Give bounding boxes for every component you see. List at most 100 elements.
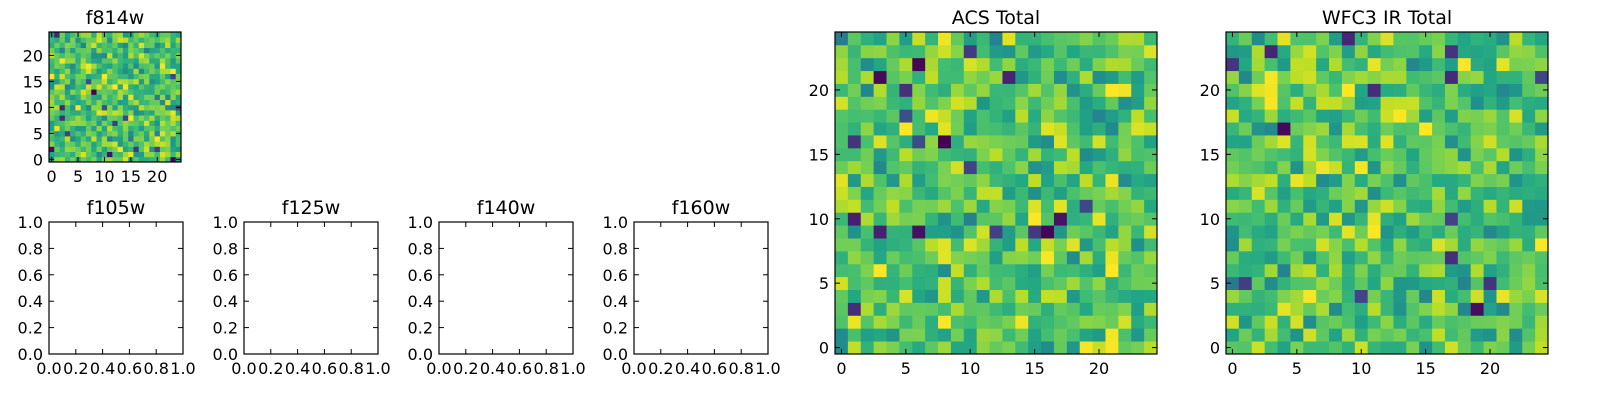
heatmap-cell bbox=[107, 37, 113, 43]
heatmap-cell bbox=[107, 136, 113, 142]
heatmap-cell bbox=[1277, 328, 1291, 342]
heatmap-cell bbox=[989, 70, 1003, 84]
heatmap-cell bbox=[899, 302, 913, 316]
heatmap-cell bbox=[1419, 250, 1433, 265]
heatmap-cell bbox=[165, 84, 171, 90]
heatmap-cell bbox=[1393, 341, 1407, 355]
heatmap-cell bbox=[1118, 160, 1132, 175]
heatmap-cell bbox=[1131, 96, 1145, 110]
heatmap-cell bbox=[1002, 263, 1016, 278]
y-tick-label: 0.6 bbox=[603, 266, 628, 285]
heatmap-cell bbox=[1457, 276, 1472, 290]
heatmap-cell bbox=[1419, 135, 1433, 149]
heatmap-cell bbox=[1226, 83, 1240, 97]
heatmap-cell bbox=[1105, 250, 1119, 265]
heatmap-cell bbox=[170, 130, 177, 137]
heatmap-cell bbox=[1290, 302, 1304, 316]
x-tick-label: 0 bbox=[47, 167, 57, 186]
heatmap-cell bbox=[154, 73, 161, 80]
heatmap-cell bbox=[925, 83, 939, 97]
heatmap-cell bbox=[1432, 135, 1446, 149]
heatmap-cell bbox=[112, 37, 119, 43]
heatmap-cell bbox=[70, 78, 76, 85]
heatmap-cell bbox=[59, 125, 66, 132]
heatmap-cell bbox=[976, 160, 990, 175]
y-tick-label: 20 bbox=[1200, 81, 1220, 100]
heatmap-cell bbox=[149, 58, 155, 64]
heatmap-cell bbox=[138, 156, 145, 163]
heatmap-cell bbox=[1264, 276, 1278, 290]
heatmap-cell bbox=[91, 151, 97, 158]
heatmap-cell bbox=[159, 52, 166, 59]
heatmap-cell bbox=[1483, 199, 1497, 213]
heatmap-cell bbox=[1380, 173, 1394, 187]
heatmap-cell bbox=[963, 341, 978, 355]
heatmap-cell bbox=[64, 42, 71, 48]
heatmap-cell bbox=[149, 125, 155, 132]
heatmap-cell bbox=[1509, 212, 1523, 226]
heatmap-cell bbox=[1535, 250, 1549, 265]
heatmap-cell bbox=[1380, 315, 1394, 329]
heatmap-cell bbox=[860, 289, 875, 303]
heatmap-cell bbox=[1303, 57, 1317, 72]
heatmap-cell bbox=[950, 250, 965, 265]
heatmap-cell bbox=[1470, 109, 1484, 123]
heatmap-cell bbox=[1066, 302, 1081, 316]
heatmap-cell bbox=[1144, 44, 1158, 59]
heatmap-cell bbox=[1144, 173, 1158, 187]
heatmap-cell bbox=[1457, 57, 1472, 72]
heatmap-cell bbox=[85, 115, 92, 121]
heatmap-cell bbox=[899, 44, 913, 59]
heatmap-cell bbox=[1079, 44, 1093, 59]
heatmap-cell bbox=[175, 84, 182, 90]
heatmap-cell bbox=[1496, 263, 1510, 278]
heatmap-cell bbox=[80, 136, 87, 142]
heatmap-cell bbox=[847, 44, 862, 59]
heatmap-cell bbox=[899, 225, 913, 239]
heatmap-cell bbox=[1341, 83, 1356, 97]
heatmap-cell bbox=[912, 302, 926, 316]
heatmap-cell bbox=[1329, 250, 1343, 265]
heatmap-cell bbox=[1028, 302, 1042, 316]
heatmap-cell bbox=[85, 110, 92, 116]
heatmap-cell bbox=[1079, 160, 1093, 175]
heatmap-cell bbox=[1079, 263, 1093, 278]
heatmap-cell bbox=[1028, 289, 1042, 303]
heatmap-cell bbox=[49, 99, 55, 106]
heatmap-cell bbox=[1483, 173, 1497, 187]
heatmap-cell bbox=[1367, 341, 1381, 355]
heatmap-cell bbox=[835, 225, 849, 239]
heatmap-cell bbox=[75, 84, 82, 90]
heatmap-cell bbox=[886, 70, 900, 84]
heatmap-cell bbox=[1131, 57, 1145, 72]
heatmap-cell bbox=[835, 328, 849, 342]
heatmap-cell bbox=[1277, 238, 1291, 252]
heatmap-cell bbox=[1303, 109, 1317, 123]
heatmap-cell bbox=[1316, 276, 1330, 290]
heatmap-cell bbox=[1483, 225, 1497, 239]
x-tick-label: 0.8 bbox=[533, 359, 558, 378]
heatmap-cell bbox=[950, 135, 965, 149]
heatmap-cell bbox=[70, 42, 76, 48]
heatmap-cell bbox=[1277, 83, 1291, 97]
heatmap-cell bbox=[122, 94, 129, 100]
heatmap-cell bbox=[1419, 96, 1433, 110]
heatmap-cell bbox=[80, 68, 87, 74]
heatmap-cell bbox=[1303, 328, 1317, 342]
heatmap-cell bbox=[1238, 70, 1253, 84]
heatmap-cell bbox=[149, 156, 155, 163]
heatmap-cell bbox=[1028, 135, 1042, 149]
heatmap-cell bbox=[138, 99, 145, 106]
heatmap-cell bbox=[1028, 315, 1042, 329]
heatmap-cell bbox=[1277, 289, 1291, 303]
heatmap-cell bbox=[1226, 302, 1240, 316]
heatmap-cell bbox=[1432, 83, 1446, 97]
heatmap-cell bbox=[1028, 173, 1042, 187]
heatmap-cell bbox=[175, 125, 182, 132]
heatmap-cell bbox=[1329, 109, 1343, 123]
heatmap-cell bbox=[899, 32, 913, 46]
heatmap-cell bbox=[873, 250, 887, 265]
heatmap-cell bbox=[49, 146, 55, 152]
heatmap-cell bbox=[1316, 96, 1330, 110]
